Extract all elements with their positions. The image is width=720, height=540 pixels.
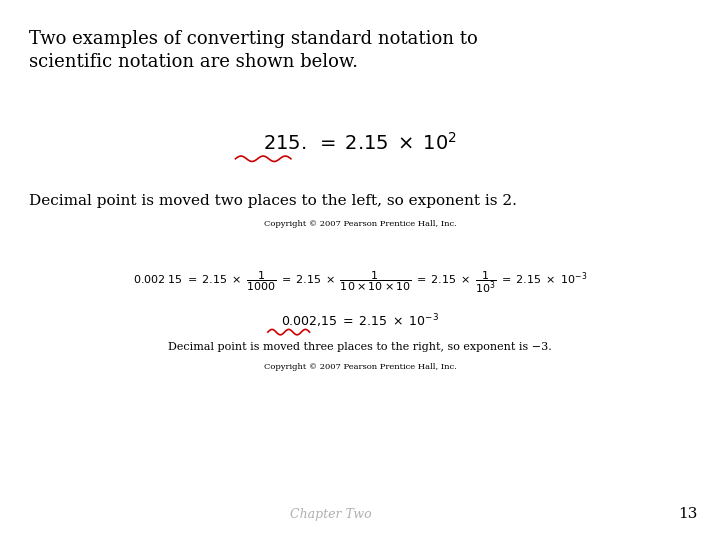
Text: 13: 13 bbox=[678, 507, 697, 521]
Text: Decimal point is moved three places to the right, so exponent is −3.: Decimal point is moved three places to t… bbox=[168, 342, 552, 352]
Text: Chapter Two: Chapter Two bbox=[290, 508, 372, 521]
Text: $215.\;  =\;  2.15\; \times\; 10^2$: $215.\; =\; 2.15\; \times\; 10^2$ bbox=[263, 132, 457, 154]
Text: Copyright © 2007 Pearson Prentice Hall, Inc.: Copyright © 2007 Pearson Prentice Hall, … bbox=[264, 363, 456, 371]
Text: Two examples of converting standard notation to
scientific notation are shown be: Two examples of converting standard nota… bbox=[29, 30, 477, 71]
Text: $0.002\;15\; =\; 2.15\; \times\; \dfrac{1}{1000}\; =\; 2.15\; \times\; \dfrac{1}: $0.002\;15\; =\; 2.15\; \times\; \dfrac{… bbox=[132, 269, 588, 294]
Text: Copyright © 2007 Pearson Prentice Hall, Inc.: Copyright © 2007 Pearson Prentice Hall, … bbox=[264, 220, 456, 228]
Text: $0.002{,}15\; =\; 2.15\; \times\; 10^{-3}$: $0.002{,}15\; =\; 2.15\; \times\; 10^{-3… bbox=[281, 313, 439, 330]
Text: Decimal point is moved two places to the left, so exponent is 2.: Decimal point is moved two places to the… bbox=[29, 194, 517, 208]
